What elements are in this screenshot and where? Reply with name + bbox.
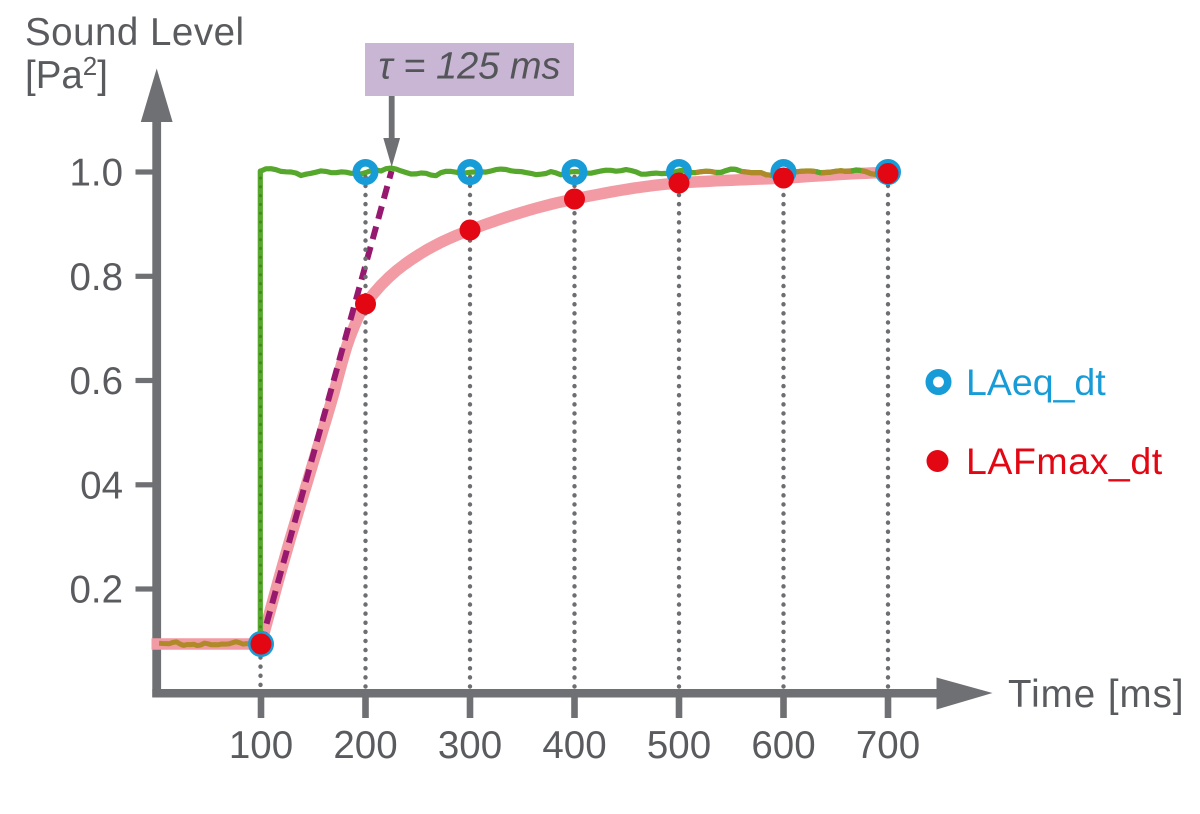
svg-text:500: 500: [647, 724, 711, 767]
svg-text:τ = 125 ms: τ = 125 ms: [378, 46, 560, 88]
svg-text:0.2: 0.2: [69, 569, 123, 612]
svg-text:0.8: 0.8: [69, 256, 123, 299]
svg-text:100: 100: [229, 724, 293, 767]
svg-text:700: 700: [856, 724, 920, 767]
svg-text:LAFmax_dt: LAFmax_dt: [966, 440, 1163, 482]
svg-text:600: 600: [751, 724, 815, 767]
svg-text:200: 200: [333, 724, 397, 767]
svg-text:0.6: 0.6: [69, 360, 123, 403]
svg-text:Time [ms]: Time [ms]: [1008, 673, 1185, 716]
svg-text:LAeq_dt: LAeq_dt: [966, 361, 1106, 403]
svg-text:Sound Level: Sound Level: [25, 11, 245, 54]
svg-text:1.0: 1.0: [69, 152, 123, 195]
svg-text:300: 300: [438, 724, 502, 767]
svg-text:400: 400: [542, 724, 606, 767]
svg-text:04: 04: [80, 464, 123, 507]
